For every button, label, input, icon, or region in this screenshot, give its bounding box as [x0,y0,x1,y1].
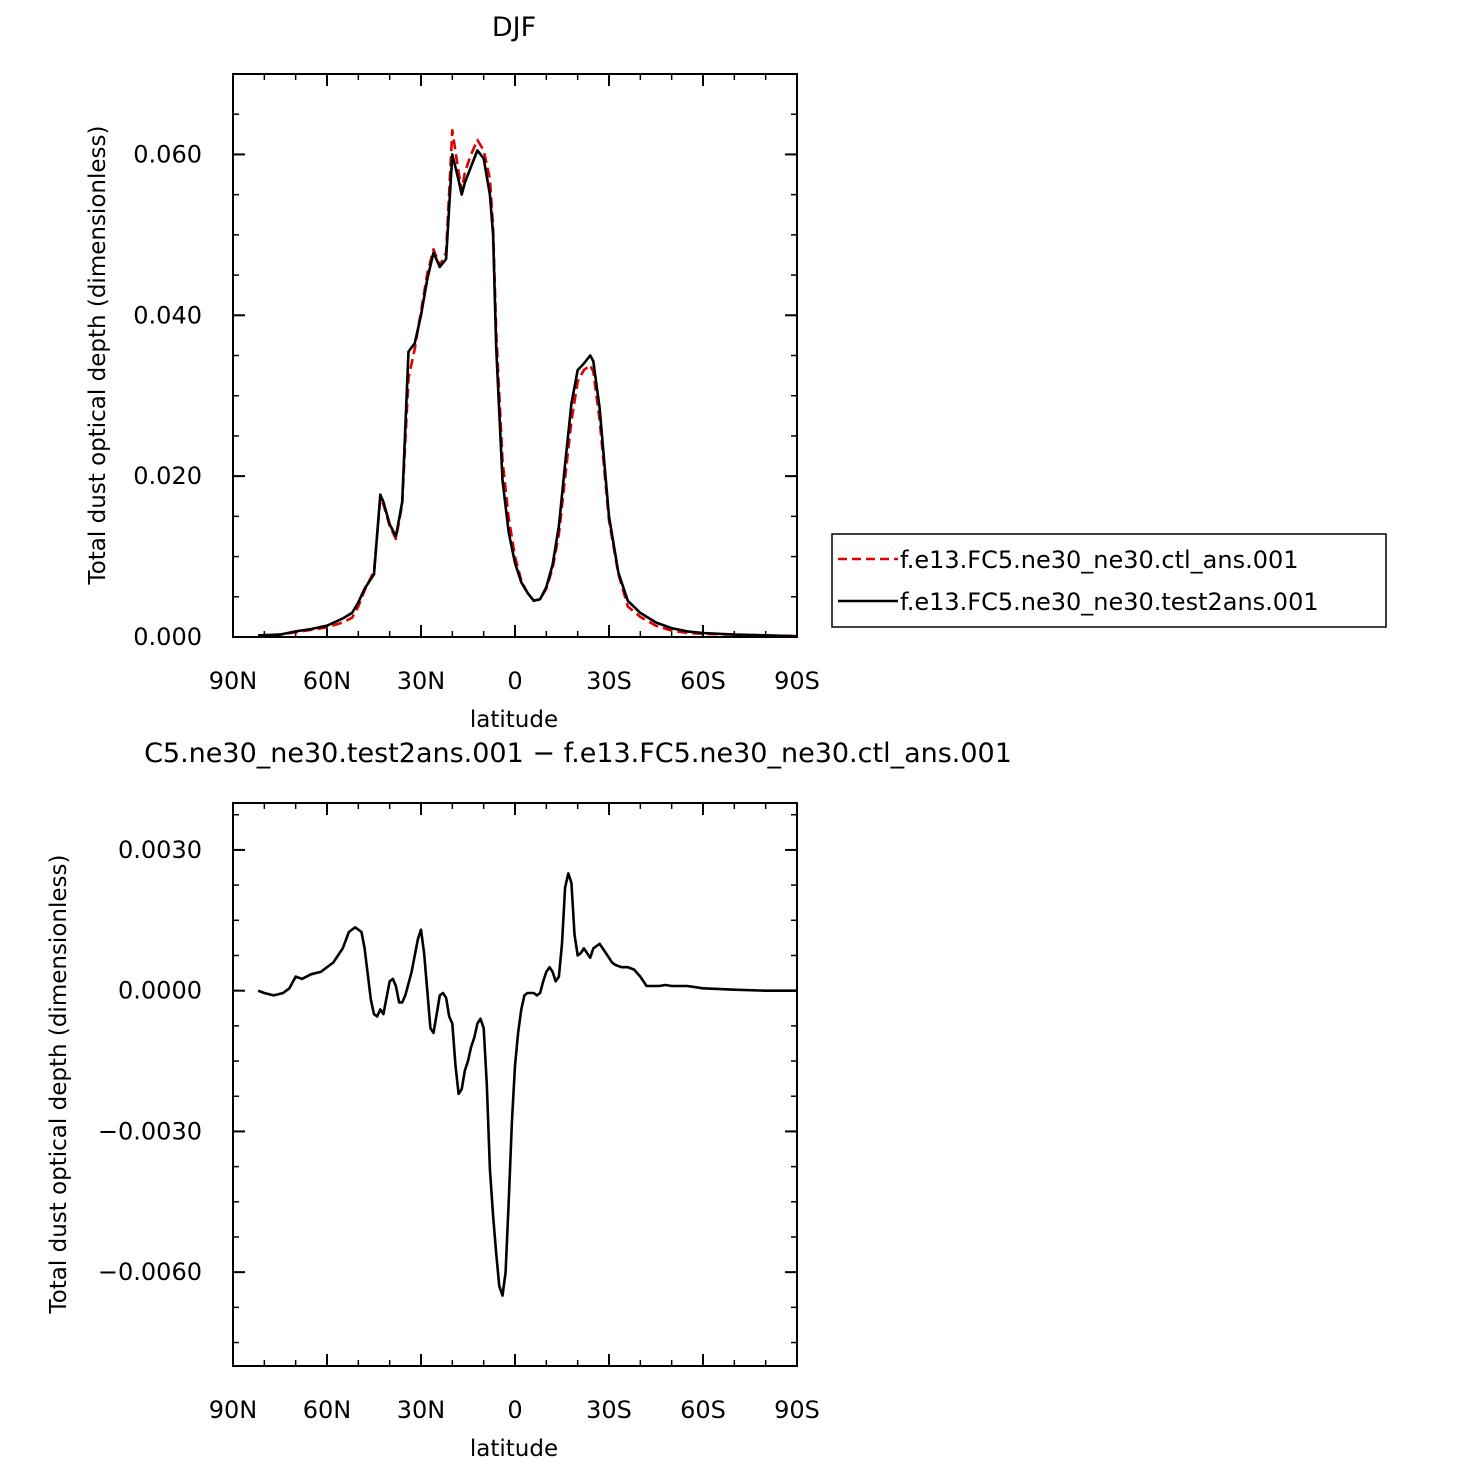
top-xtick-label: 30S [586,667,632,695]
bottom-xtick-label: 90S [774,1396,820,1424]
top-series [258,129,798,638]
top-y-axis-label: Total dust optical depth (dimensionless) [85,126,111,586]
bottom-ytick-label: 0.0000 [118,977,202,1005]
top-xtick-label: 60S [680,667,726,695]
top-xtick-label: 90N [209,667,258,695]
top-plot-frame [232,73,798,638]
panel-bottom: C5.ne30_ne30.test2ans.001 − f.e13.FC5.ne… [46,738,1012,1462]
top-xtick-label: 90S [774,667,820,695]
bottom-ytick-label: −0.0030 [98,1117,202,1145]
bottom-xtick-label: 60N [303,1396,352,1424]
bottom-ticks: 90N 60N 30N 0 30S 60S 90S 0.0030 0.0000 −0.0030 −0… [98,803,820,1424]
bottom-ytick-label: −0.0060 [98,1258,202,1286]
bottom-xtick-label: 0 [507,1396,522,1424]
top-xtick-label: 30N [397,667,446,695]
bottom-xtick-label: 30S [586,1396,632,1424]
bottom-series-line-1 [257,872,797,1297]
legend: f.e13.FC5.ne30_ne30.ctl_ans.001 f.e13.FC… [831,533,1387,628]
top-x-axis-label: latitude [470,707,558,733]
bottom-xtick-label: 30N [397,1396,446,1424]
bottom-series [257,872,797,1297]
top-ytick-label: 0.020 [133,462,202,490]
top-series-line-2 [258,149,798,638]
legend-label-ctl: f.e13.FC5.ne30_ne30.ctl_ans.001 [900,546,1299,574]
top-xtick-label: 60N [303,667,352,695]
bottom-y-axis-label: Total dust optical depth (dimensionless) [46,855,72,1315]
top-ytick-label: 0.060 [133,140,202,168]
bottom-xtick-label: 90N [209,1396,258,1424]
panel-top: DJF 90N 60N 30N 0 30S 60S 90S 0.000 0.020 0.040 0.… [85,12,1387,733]
bottom-xtick-label: 60S [680,1396,726,1424]
top-xtick-label: 0 [507,667,522,695]
top-title: DJF [492,12,536,43]
legend-box [831,533,1387,628]
bottom-x-axis-label: latitude [470,1436,558,1462]
bottom-title: C5.ne30_ne30.test2ans.001 − f.e13.FC5.ne… [144,738,1012,769]
bottom-ytick-label: 0.0030 [118,836,202,864]
top-ytick-label: 0.000 [133,623,202,651]
top-ticks: 90N 60N 30N 0 30S 60S 90S 0.000 0.020 0.040 0.060 [133,73,820,695]
top-series-line-1 [258,129,798,638]
legend-label-test: f.e13.FC5.ne30_ne30.test2ans.001 [900,588,1319,616]
top-ytick-label: 0.040 [133,301,202,329]
